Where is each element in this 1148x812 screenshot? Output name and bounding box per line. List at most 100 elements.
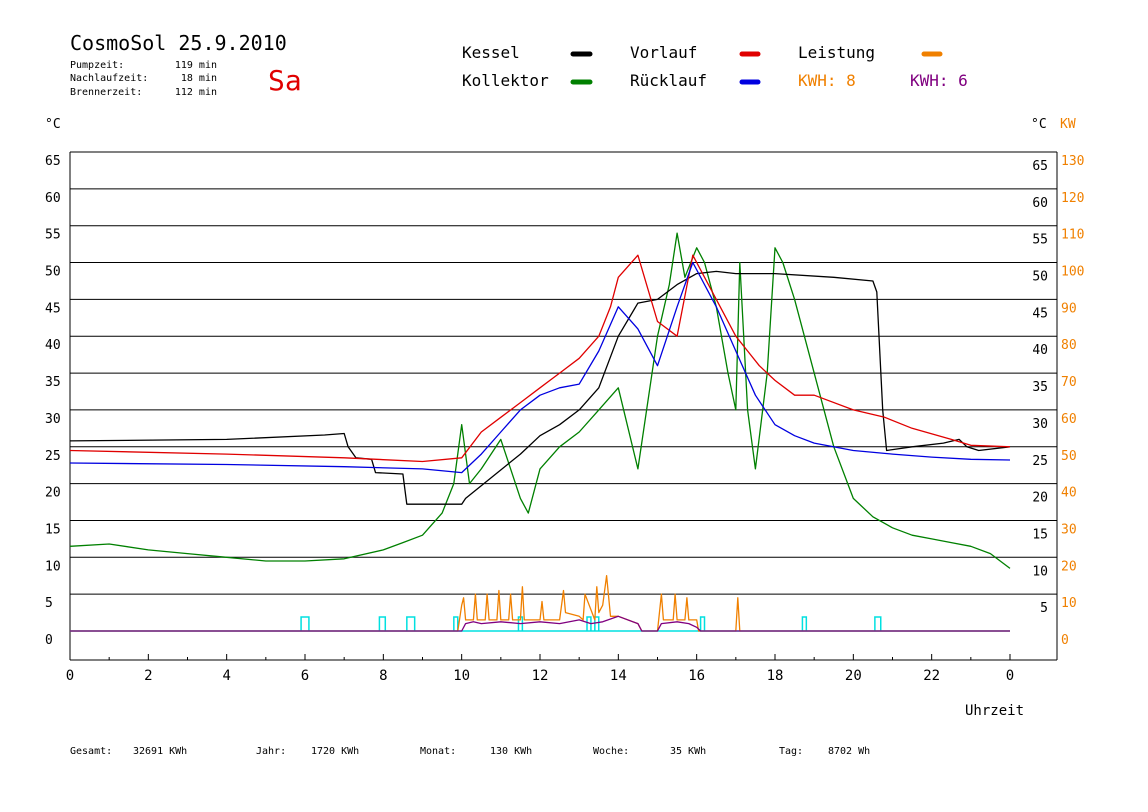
pumpzeit-value: 119 min <box>175 60 217 71</box>
pump-on-mark <box>453 616 459 631</box>
x-tick-label: 6 <box>301 668 309 684</box>
day-label: Sa <box>268 64 302 97</box>
y-tick-label: 20 <box>45 486 61 501</box>
y-tick-label-right: 10 <box>1032 564 1048 579</box>
x-tick-label: 10 <box>453 668 470 684</box>
y-tick-label-right: 25 <box>1032 454 1048 469</box>
y-axis-left: 0 5 10 15 20 25 30 35 40 45 50 55 60 65 <box>45 154 61 648</box>
y-tick-label-kw: 110 <box>1061 228 1084 243</box>
y-tick-label: 50 <box>45 265 61 280</box>
y-tick-label: 65 <box>45 154 61 169</box>
y-tick-label: 0 <box>45 633 53 648</box>
y-tick-label-kw: 130 <box>1061 154 1084 169</box>
x-tick-label: 18 <box>767 668 784 684</box>
pump-on-mark <box>801 616 808 631</box>
nachlaufzeit-value: 18 min <box>181 73 217 84</box>
pump-on-mark <box>378 616 387 631</box>
y-tick-label: 25 <box>45 449 61 464</box>
footer-jahr-value: 1720 KWh <box>311 746 359 757</box>
x-tick-label: 4 <box>222 668 230 684</box>
y-tick-label-kw: 40 <box>1061 486 1077 501</box>
y-tick-label-right: 60 <box>1032 196 1048 211</box>
x-tick-label: 2 <box>144 668 152 684</box>
y-tick-label-right: 15 <box>1032 527 1048 542</box>
right-unit2-label: KW <box>1060 117 1076 132</box>
y-tick-label-kw: 30 <box>1061 522 1077 537</box>
y-tick-label: 60 <box>45 191 61 206</box>
y-tick-label: 40 <box>45 338 61 353</box>
y-tick-label-kw: 100 <box>1061 265 1084 280</box>
x-tick-label: 14 <box>610 668 627 684</box>
y-tick-label: 45 <box>45 301 61 316</box>
legend-ruecklauf-label: Rücklauf <box>630 71 707 90</box>
x-tick-label: 0 <box>1006 668 1014 684</box>
x-tick-label: 16 <box>688 668 705 684</box>
grid <box>69 151 1058 661</box>
pump-on-mark <box>874 616 882 631</box>
x-tick-label: 8 <box>379 668 387 684</box>
y-axis-right: 5 10 15 20 25 30 35 40 45 50 55 60 65 <box>1032 159 1048 616</box>
y-tick-label-kw: 90 <box>1061 301 1077 316</box>
x-tick-label: 0 <box>66 668 74 684</box>
pump-on-mark <box>699 616 706 631</box>
footer-jahr-label: Jahr: <box>256 746 286 757</box>
y-tick-label-right: 55 <box>1032 233 1048 248</box>
y-tick-label-right: 5 <box>1040 601 1048 616</box>
y-tick-label-kw: 0 <box>1061 633 1069 648</box>
y-tick-label-kw: 20 <box>1061 559 1077 574</box>
series-line-vorlauf <box>69 254 1011 463</box>
y-tick-label-right: 30 <box>1032 417 1048 432</box>
kwh-purple-label: KWH: 6 <box>910 71 968 90</box>
x-tick-label: 12 <box>532 668 549 684</box>
x-tick-label: 20 <box>845 668 862 684</box>
chart-title: CosmoSol 25.9.2010 <box>70 31 287 55</box>
y-tick-label: 5 <box>45 596 53 611</box>
footer-woche-label: Woche: <box>593 746 629 757</box>
legend-leistung-label: Leistung <box>798 43 875 62</box>
pump-on-mark <box>594 616 600 631</box>
y-tick-label-kw: 80 <box>1061 338 1077 353</box>
brennerzeit-label: Brennerzeit: <box>70 87 142 98</box>
footer-gesamt-value: 32691 KWh <box>133 746 187 757</box>
pumpzeit-label: Pumpzeit: <box>70 60 124 71</box>
y-tick-label-kw: 120 <box>1061 191 1084 206</box>
x-axis: 0 2 4 6 8 10 12 14 16 18 20 22 0 <box>66 654 1014 684</box>
y-tick-label-right: 20 <box>1032 491 1048 506</box>
y-tick-label-right: 45 <box>1032 306 1048 321</box>
footer-monat-label: Monat: <box>420 746 456 757</box>
legend-kollektor-label: Kollektor <box>462 71 549 90</box>
y-tick-label: 10 <box>45 559 61 574</box>
y-tick-label: 30 <box>45 412 61 427</box>
right-unit-label: °C <box>1031 117 1047 132</box>
kwh-orange-label: KWH: 8 <box>798 71 856 90</box>
footer-monat-value: 130 KWh <box>490 746 532 757</box>
y-tick-label-kw: 10 <box>1061 596 1077 611</box>
y-tick-label: 35 <box>45 375 61 390</box>
y-tick-label-kw: 70 <box>1061 375 1077 390</box>
y-tick-label-right: 50 <box>1032 270 1048 285</box>
y-tick-label-kw: 60 <box>1061 412 1077 427</box>
pump-on-mark <box>406 616 416 631</box>
legend-kessel-label: Kessel <box>462 43 520 62</box>
pump-on-mark <box>300 616 310 631</box>
x-axis-label: Uhrzeit <box>965 703 1024 719</box>
brennerzeit-value: 112 min <box>175 87 217 98</box>
footer-woche-value: 35 KWh <box>670 746 706 757</box>
footer-tag-label: Tag: <box>779 746 803 757</box>
footer-tag-value: 8702 Wh <box>828 746 870 757</box>
series-line-leistung <box>70 575 1010 632</box>
y-axis-right-kw: 0 10 20 30 40 50 60 70 80 90 100 110 120 130 <box>1061 154 1084 648</box>
series-group <box>69 232 1011 632</box>
footer-gesamt-label: Gesamt: <box>70 746 112 757</box>
y-tick-label: 15 <box>45 522 61 537</box>
y-tick-label-right: 65 <box>1032 159 1048 174</box>
legend-vorlauf-label: Vorlauf <box>630 43 697 62</box>
series-line-leistung2 <box>70 615 1010 632</box>
series-line-ruecklauf <box>69 261 1011 474</box>
y-tick-label-right: 35 <box>1032 380 1048 395</box>
y-tick-label-kw: 50 <box>1061 449 1077 464</box>
nachlaufzeit-label: Nachlaufzeit: <box>70 73 148 84</box>
left-unit-label: °C <box>45 117 61 132</box>
series-line-kollektor <box>69 232 1011 569</box>
